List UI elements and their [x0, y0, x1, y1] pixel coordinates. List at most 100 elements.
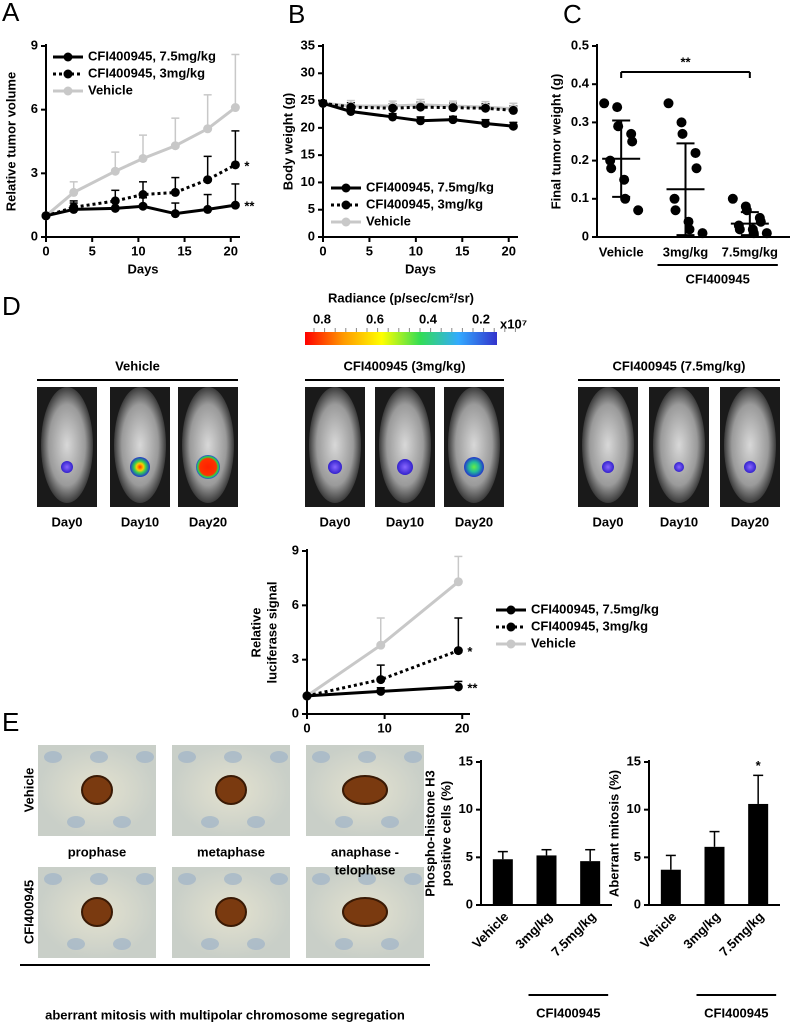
y-tick-label: 15: [301, 147, 315, 162]
y-tick-label: 10: [301, 174, 315, 189]
nucleus: [312, 873, 330, 885]
point: [448, 103, 458, 113]
legend-marker: [506, 622, 516, 632]
y-tick-label: 0.5: [571, 37, 589, 52]
x-tick-label: 20: [501, 243, 515, 258]
point: [669, 193, 680, 204]
x-tick-label: 10: [377, 720, 391, 735]
nucleus: [90, 751, 108, 763]
imaging-group-title: Vehicle: [115, 358, 160, 373]
y-tick-label: 0: [582, 228, 589, 243]
y-tick-label: 30: [301, 65, 315, 80]
histology-row-label: CFI400945: [21, 880, 36, 944]
nucleus: [90, 873, 108, 885]
x-tick-label: 5: [366, 243, 373, 258]
point: [138, 153, 148, 163]
series-line: [306, 649, 459, 698]
legend-marker: [63, 86, 73, 96]
legend-label: Vehicle: [88, 82, 133, 97]
x-tick-label: Vehicle: [637, 909, 679, 951]
point: [697, 228, 708, 239]
y-tick-label: 0.1: [571, 190, 589, 205]
point: [230, 200, 240, 210]
nucleus: [312, 751, 330, 763]
y-tick-label: 0.3: [571, 114, 589, 129]
nucleus: [136, 873, 154, 885]
bioluminescence: [674, 462, 684, 472]
x-tick-label: 7.5mg/kg: [548, 909, 598, 959]
y-tick-label: 15: [627, 753, 641, 768]
point: [110, 166, 120, 176]
point: [633, 205, 644, 216]
y-tick-label: 10: [627, 801, 641, 816]
colorbar-tick-label: 0.4: [419, 311, 438, 326]
point: [508, 121, 518, 131]
group-label: CFI400945: [704, 1005, 768, 1020]
legend-label: CFI400945, 3mg/kg: [531, 618, 648, 633]
day-label: Day20: [455, 514, 493, 529]
y-tick-label: 3: [292, 651, 299, 666]
bioluminescence: [328, 460, 342, 474]
y-tick-label: 3: [31, 165, 38, 180]
y-axis-label: Relative tumor volume: [3, 72, 18, 211]
histology-row-label: Vehicle: [21, 768, 36, 813]
x-axis-label: Days: [127, 261, 158, 276]
bioluminescence: [602, 461, 614, 473]
point: [170, 209, 180, 219]
nucleus: [201, 938, 219, 950]
point: [606, 163, 617, 174]
mitotic-figure: [342, 775, 388, 805]
bioluminescence: [744, 461, 756, 473]
nucleus: [335, 816, 353, 828]
point: [684, 224, 695, 235]
point: [761, 228, 772, 239]
histology-caption: aberrant mitosis with multipolar chromos…: [45, 1007, 405, 1022]
colorbar-tick-label: 0.2: [472, 311, 490, 326]
point: [110, 196, 120, 206]
legend-marker: [506, 605, 516, 615]
x-axis-label: Days: [405, 261, 436, 276]
point: [481, 103, 490, 113]
significance: *: [244, 158, 250, 173]
x-tick-label: 20: [455, 720, 469, 735]
point: [318, 98, 328, 108]
point: [508, 105, 518, 115]
point: [346, 106, 356, 116]
y-axis-label: Final tumor weight (g): [548, 74, 563, 210]
nucleus: [270, 873, 288, 885]
legend-label: CFI400945, 7.5mg/kg: [88, 48, 216, 63]
histology-column-label: metaphase: [197, 844, 265, 859]
colorbar-tick-label: 0.6: [366, 311, 384, 326]
histology-column-label: prophase: [68, 844, 127, 859]
nucleus: [224, 751, 242, 763]
point: [69, 204, 79, 214]
point: [388, 112, 398, 122]
point: [755, 216, 766, 227]
day-label: Day0: [592, 514, 623, 529]
nucleus: [67, 816, 85, 828]
bioluminescence: [397, 459, 413, 475]
colorbar-unit: x10⁷: [500, 316, 527, 331]
y-axis-label: Phospho-histone H3: [422, 770, 437, 896]
y-tick-label: 5: [466, 849, 473, 864]
y-tick-label: 9: [292, 542, 299, 557]
y-tick-label: 0: [466, 896, 473, 911]
point: [691, 163, 702, 174]
point: [676, 117, 687, 128]
mouse-body: [114, 387, 166, 503]
y-tick-label: 10: [459, 801, 473, 816]
legend-marker: [341, 217, 351, 227]
x-tick-label: 0: [42, 243, 49, 258]
bar: [660, 869, 681, 905]
y-tick-label: 0: [308, 228, 315, 243]
nucleus: [404, 751, 422, 763]
day-label: Day20: [189, 514, 227, 529]
mouse-body: [41, 387, 93, 503]
x-tick-label: Vehicle: [599, 244, 644, 259]
nucleus: [44, 751, 62, 763]
point: [453, 646, 463, 656]
legend-label: CFI400945, 3mg/kg: [366, 196, 483, 211]
point: [170, 187, 180, 197]
nucleus: [113, 816, 131, 828]
